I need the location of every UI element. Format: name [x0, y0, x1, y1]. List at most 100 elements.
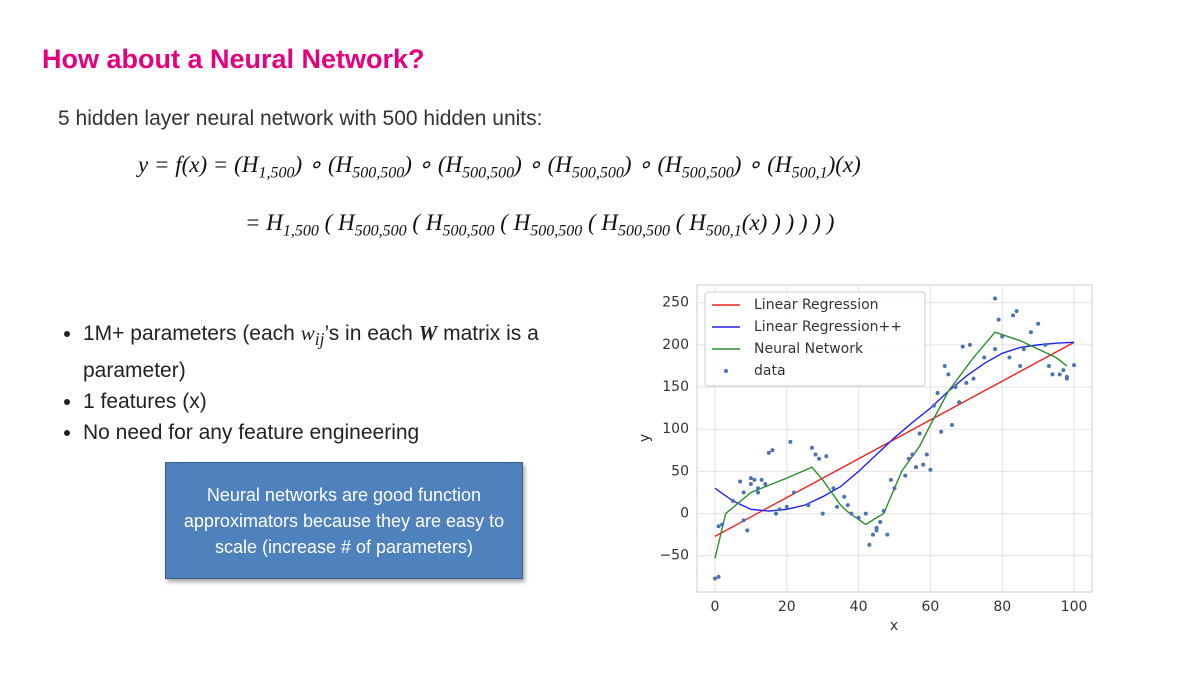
x-tick-label: 20	[778, 599, 796, 615]
data-point	[910, 452, 915, 457]
data-point	[982, 355, 987, 360]
chart: Linear Regression Linear Regression++ Neur…	[637, 284, 1093, 634]
data-point	[741, 490, 746, 495]
data-point	[914, 465, 919, 470]
math-text: ( H	[318, 210, 355, 235]
series-line	[714, 341, 1075, 537]
subscript: 500,500	[681, 164, 734, 182]
subscript: 500,500	[571, 164, 624, 182]
data-point	[935, 390, 940, 395]
subscript: 500,1	[791, 164, 828, 182]
data-point	[870, 532, 875, 537]
data-point	[1000, 334, 1005, 339]
data-point	[946, 372, 951, 377]
data-point	[878, 519, 883, 524]
data-point	[1072, 363, 1077, 368]
data-point	[957, 400, 962, 405]
slide-title: How about a Neural Network?	[42, 44, 425, 74]
data-point	[953, 385, 958, 390]
data-point	[863, 511, 868, 516]
y-tick-label: 250	[662, 295, 689, 311]
data-point	[835, 504, 840, 509]
math-text: ( H	[494, 210, 531, 235]
data-point	[766, 450, 771, 455]
data-point	[928, 467, 933, 472]
y-tick-label: 200	[662, 337, 689, 353]
x-tick-label: 80	[993, 599, 1011, 615]
data-point	[788, 439, 793, 444]
subscript: 500,500	[442, 222, 495, 240]
grid	[697, 285, 1092, 592]
data-point	[932, 403, 936, 408]
math-text: ) ∘ (H	[514, 152, 572, 177]
data-point	[770, 448, 775, 453]
data-point	[964, 380, 969, 385]
data-point	[874, 528, 879, 533]
data-point	[1028, 330, 1033, 335]
data-point	[1061, 368, 1066, 373]
legend-swatch	[724, 369, 728, 373]
data-point	[774, 511, 778, 516]
subscript: 500,500	[352, 164, 405, 182]
math-text: = H	[245, 210, 283, 235]
data-point	[967, 342, 972, 347]
x-tick-label: 0	[710, 599, 719, 615]
math-text: ( H	[670, 210, 706, 235]
data-point	[741, 518, 746, 523]
math-text: ) ∘ (H	[404, 152, 463, 177]
data-point	[748, 482, 753, 487]
data-point	[993, 347, 998, 352]
data-point	[939, 429, 944, 434]
data-point	[745, 528, 750, 533]
legend: Linear Regression Linear Regression++ Neur…	[704, 291, 926, 387]
data-point	[903, 473, 908, 478]
math: W	[418, 321, 438, 345]
legend-label: Linear Regression++	[754, 319, 902, 335]
math-text: ) ∘ (H	[294, 152, 353, 177]
math-text: )(x)	[827, 152, 861, 177]
data-point	[1064, 374, 1069, 379]
subscript: 500,500	[354, 222, 407, 240]
math-text: ) ∘ (H	[733, 152, 792, 177]
data-point	[1057, 372, 1062, 377]
data-point	[867, 542, 872, 547]
subscript: 500,1	[705, 222, 742, 240]
y-tick-label: 100	[662, 421, 689, 437]
data-point	[942, 363, 947, 368]
data-point	[820, 511, 825, 516]
data-point	[960, 344, 965, 349]
x-tick-label: 100	[1061, 599, 1088, 615]
bullet: 1M+ parameters (each wij’s in each W mat…	[83, 318, 643, 386]
data-point	[752, 477, 757, 482]
data-point	[888, 477, 893, 482]
data-point	[921, 462, 926, 467]
data-point	[949, 423, 954, 428]
data-point	[756, 486, 761, 491]
data-point	[813, 452, 818, 457]
math: ij	[314, 329, 325, 350]
data-point	[738, 479, 743, 484]
subscript: 500,500	[530, 222, 583, 240]
x-tick-label: 40	[850, 599, 868, 615]
data-point	[1050, 372, 1055, 377]
math: w	[300, 321, 315, 345]
data-point	[756, 490, 761, 495]
data-point	[845, 503, 850, 508]
y-tick-label: 150	[662, 379, 689, 395]
legend-label: Linear Regression	[754, 297, 879, 313]
data-point	[924, 452, 929, 457]
data-point	[831, 486, 836, 491]
data-point	[730, 498, 735, 503]
series-line	[714, 331, 1068, 559]
data-point	[809, 445, 814, 450]
data-point	[971, 376, 976, 381]
equation: = H1,500 ( H500,500 ( H500,500 ( H500,50…	[245, 210, 834, 241]
data-point	[716, 574, 721, 579]
data-point	[856, 515, 861, 520]
data-point	[777, 507, 782, 512]
y-axis-label: y	[637, 434, 653, 442]
data-point	[849, 511, 854, 516]
subscript: 1,500	[282, 222, 319, 240]
equation: y = f(x) = (H1,500) ∘ (H500,500) ∘ (H500…	[138, 152, 861, 183]
